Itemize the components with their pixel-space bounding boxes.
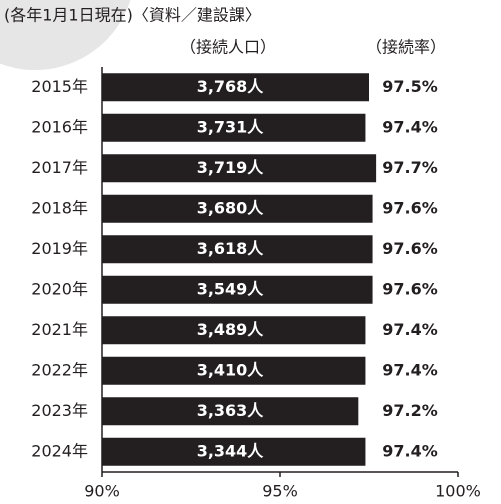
header-rate: （接続率） [366, 38, 446, 57]
y-tick-label: 2024年 [31, 441, 88, 460]
rate-label: 97.5% [382, 77, 438, 96]
y-tick-label: 2018年 [31, 198, 88, 217]
rate-label: 97.6% [382, 239, 438, 258]
rate-label: 97.4% [382, 117, 438, 136]
population-label: 3,680人 [197, 198, 265, 217]
population-label: 3,768人 [197, 77, 265, 96]
x-tick-label: 90% [84, 482, 120, 501]
population-label: 3,489人 [197, 320, 265, 339]
rate-label: 97.4% [382, 441, 438, 460]
rate-label: 97.7% [382, 158, 438, 177]
decor-circle [0, 0, 131, 70]
bar [102, 316, 366, 345]
population-label: 3,410人 [197, 360, 265, 379]
population-label: 3,719人 [197, 158, 265, 177]
y-tick-label: 2017年 [31, 158, 88, 177]
bar [102, 154, 377, 183]
rate-label: 97.6% [382, 279, 438, 298]
chart-title: (各年1月1日現在)〈資料／建設課〉 [4, 6, 261, 25]
bar [102, 356, 366, 385]
bar [102, 194, 373, 223]
bar [102, 73, 369, 102]
bar [102, 113, 366, 142]
population-label: 3,363人 [197, 401, 265, 420]
bar [102, 397, 359, 426]
y-tick-label: 2022年 [31, 360, 88, 379]
population-label: 3,731人 [197, 117, 265, 136]
x-tick-label: 100% [435, 482, 481, 501]
y-tick-label: 2021年 [31, 320, 88, 339]
population-label: 3,344人 [197, 441, 265, 460]
bar [102, 437, 366, 466]
rate-label: 97.4% [382, 360, 438, 379]
population-label: 3,549人 [197, 279, 265, 298]
y-tick-label: 2015年 [31, 77, 88, 96]
y-tick-label: 2019年 [31, 239, 88, 258]
bar [102, 275, 373, 304]
rate-label: 97.2% [382, 401, 438, 420]
header-population: （接続人口） [180, 38, 276, 57]
x-tick-label: 95% [262, 482, 298, 501]
population-label: 3,618人 [197, 239, 265, 258]
bar [102, 235, 373, 264]
y-tick-label: 2023年 [31, 401, 88, 420]
rate-label: 97.6% [382, 198, 438, 217]
y-tick-label: 2020年 [31, 279, 88, 298]
rate-label: 97.4% [382, 320, 438, 339]
y-tick-label: 2016年 [31, 117, 88, 136]
